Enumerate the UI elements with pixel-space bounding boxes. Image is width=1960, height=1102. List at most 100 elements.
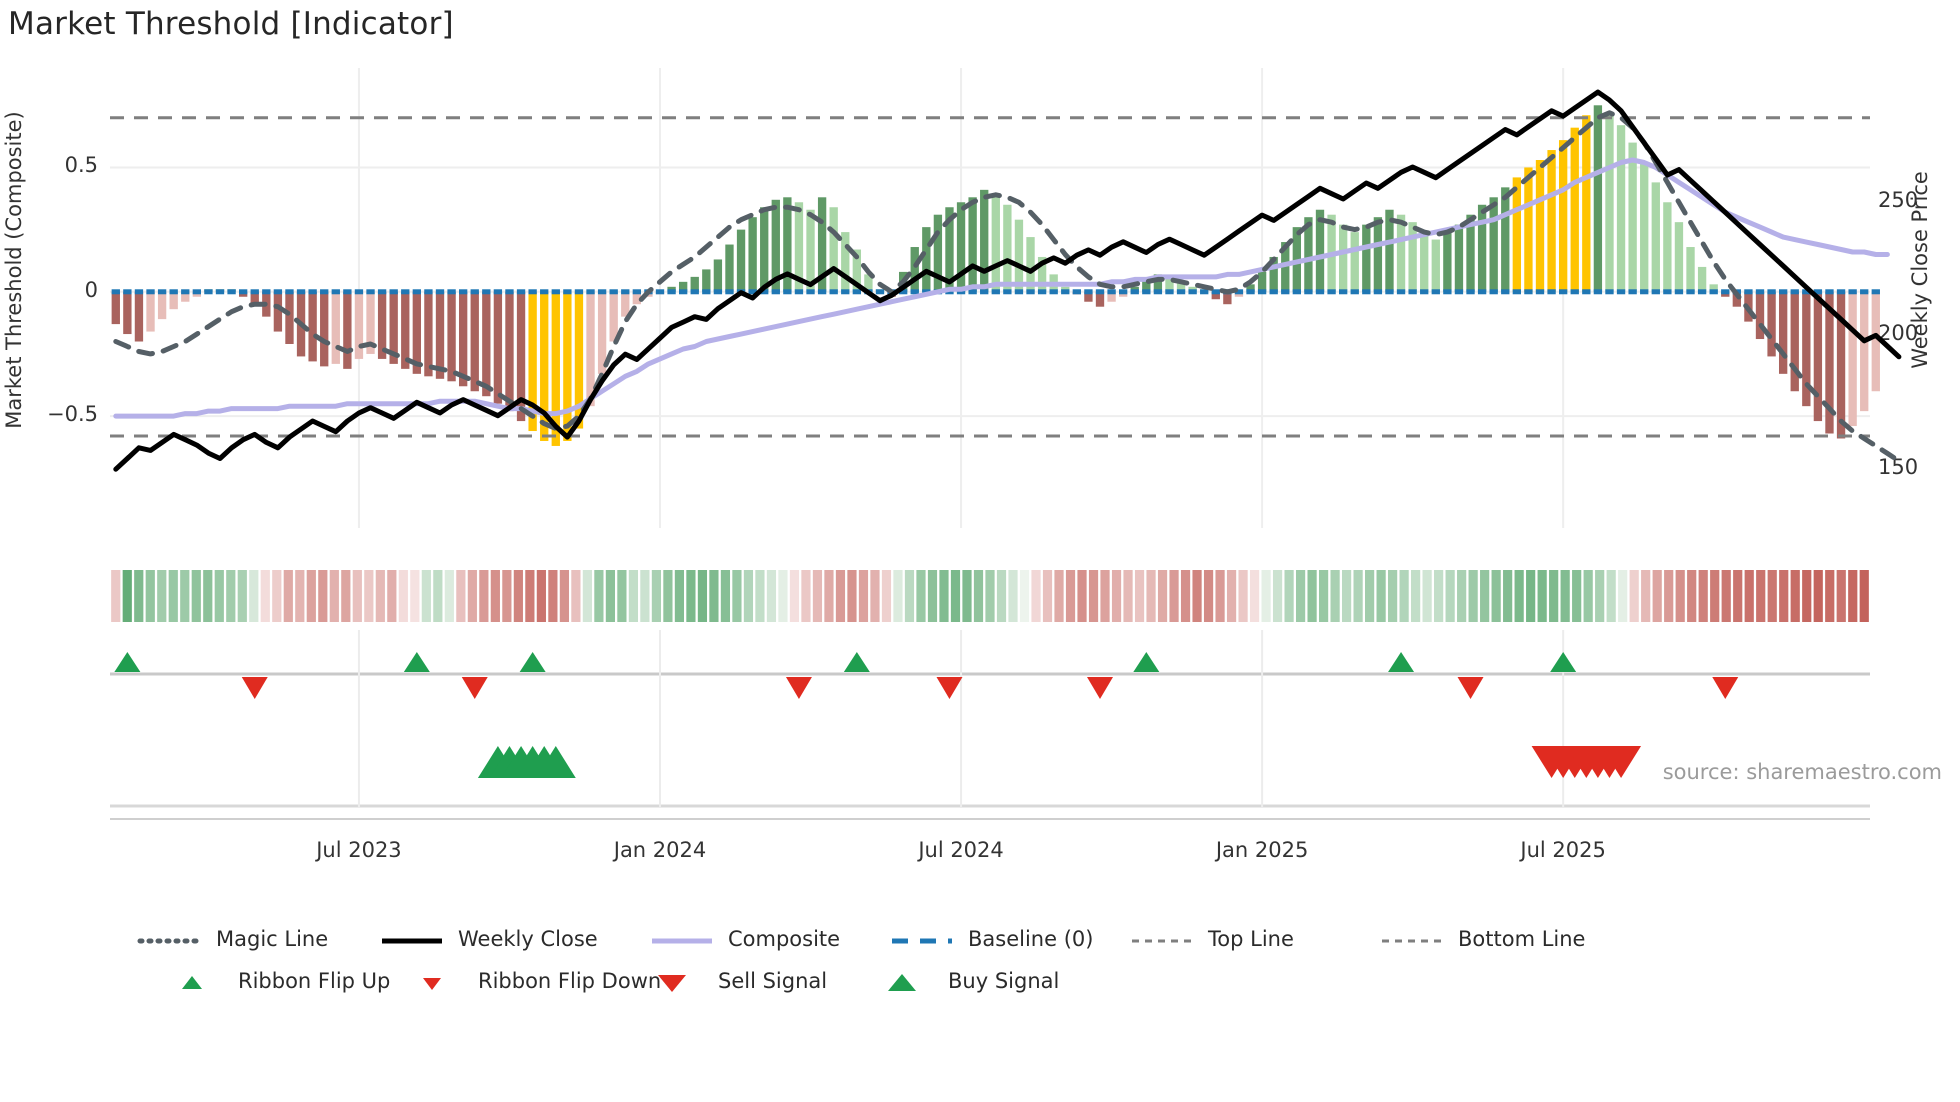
- ribbon-cell: [1526, 570, 1536, 622]
- ribbon-cell: [1134, 570, 1145, 622]
- ribbon-cell: [594, 570, 604, 622]
- legend-item-ribbon-flip-down[interactable]: Ribbon Flip Down: [400, 960, 661, 1002]
- y-axis-left-label: Market Threshold (Composite): [0, 60, 34, 480]
- ribbon-cell: [237, 570, 247, 622]
- ribbon-cell: [1411, 570, 1421, 622]
- histogram-bar: [991, 197, 1000, 292]
- ribbon-cell: [272, 570, 282, 622]
- histogram-bar: [401, 291, 410, 369]
- ribbon-cell: [1146, 570, 1156, 622]
- histogram-bar: [1582, 115, 1591, 292]
- ribbon-cell: [398, 570, 408, 622]
- histogram-bar: [1836, 291, 1846, 439]
- triangle-up-small-icon: [182, 976, 202, 989]
- solid-line-icon: [382, 938, 442, 944]
- ribbon-cell: [686, 570, 696, 622]
- ribbon-cell: [1836, 570, 1846, 622]
- ribbon-cell: [950, 570, 961, 622]
- ribbon-cell: [1123, 570, 1133, 622]
- histogram-bar: [1605, 112, 1614, 292]
- legend-item-weekly-close[interactable]: Weekly Close: [380, 918, 598, 960]
- histogram-bar: [586, 291, 595, 407]
- legend-label: Ribbon Flip Up: [238, 969, 391, 993]
- x-axis-tick: Jul 2025: [1520, 838, 1606, 862]
- x-axis-tick: Jul 2023: [316, 838, 402, 862]
- histogram-bar: [817, 197, 827, 292]
- ribbon-cell: [1077, 570, 1087, 622]
- histogram-bar: [1454, 224, 1464, 292]
- legend-row-lines: Magic Line Weekly Close Composite Baseline …: [110, 918, 1910, 960]
- histogram-bar: [516, 291, 526, 422]
- ribbon-cell: [122, 570, 132, 622]
- ribbon-cell: [203, 570, 213, 622]
- ribbon-cell: [168, 570, 178, 622]
- histogram-bar: [343, 291, 352, 369]
- ribbon-cell: [467, 570, 477, 622]
- histogram-bar: [1338, 224, 1348, 292]
- legend-item-buy-signal[interactable]: Buy Signal: [870, 960, 1059, 1002]
- histogram-bar: [1593, 105, 1603, 292]
- ribbon-cell: [651, 570, 662, 622]
- ribbon-cell: [789, 570, 800, 622]
- histogram-bar: [1825, 291, 1834, 434]
- histogram-bar: [1755, 291, 1765, 340]
- ribbon-cell: [835, 570, 846, 622]
- ribbon-cell: [1434, 570, 1444, 622]
- legend-item-bottom-line[interactable]: Bottom Line: [1380, 918, 1585, 960]
- histogram-bar: [1628, 142, 1637, 292]
- legend-item-magic-line[interactable]: Magic Line: [137, 918, 329, 960]
- legend-label: Ribbon Flip Down: [478, 969, 662, 993]
- legend-key: [380, 929, 444, 949]
- histogram-bar: [771, 199, 780, 292]
- ribbon-cell: [1054, 570, 1064, 622]
- histogram-bar: [1616, 125, 1626, 292]
- ribbon-cell: [1330, 570, 1340, 622]
- legend-item-sell-signal[interactable]: Sell Signal: [640, 960, 827, 1002]
- ribbon-cell: [1100, 570, 1110, 622]
- legend-label: Composite: [728, 927, 841, 951]
- y-axis-right-tick: 150: [1878, 455, 1919, 480]
- histogram-bar: [1084, 291, 1093, 302]
- histogram-bar: [690, 276, 699, 292]
- ribbon-cell: [352, 570, 362, 622]
- ribbon-cell: [1629, 570, 1639, 622]
- ribbon-cell: [881, 570, 892, 622]
- histogram-bar: [1107, 291, 1116, 302]
- ribbon-flip-down-marker: [785, 677, 812, 699]
- ribbon-cell: [1848, 570, 1858, 622]
- ribbon-flip-up-marker: [1550, 652, 1577, 672]
- legend-label: Sell Signal: [718, 969, 828, 993]
- ribbon-cell: [1272, 570, 1283, 622]
- ribbon-cell: [1203, 570, 1214, 622]
- dashed-line-thin-icon: [1132, 939, 1192, 943]
- legend-item-composite[interactable]: Composite: [650, 918, 840, 960]
- legend-label: Magic Line: [216, 927, 329, 951]
- histogram-bar: [1709, 284, 1718, 292]
- legend-key: [160, 971, 224, 991]
- histogram-bar: [308, 291, 317, 362]
- histogram-bar: [678, 281, 688, 292]
- histogram-bar: [841, 232, 850, 292]
- chart-legend: Magic Line Weekly Close Composite Baseline …: [110, 918, 1910, 1002]
- histogram-bar: [1431, 239, 1440, 292]
- histogram-bar: [783, 197, 792, 292]
- ribbon-cell: [1019, 570, 1030, 622]
- histogram-bar: [1477, 204, 1487, 292]
- histogram-bar: [632, 291, 642, 305]
- ribbon-cell: [1111, 570, 1122, 622]
- ribbon-cell: [364, 570, 374, 622]
- histogram-bar: [1408, 222, 1417, 292]
- ribbon-cell: [1733, 570, 1743, 622]
- ribbon-cell: [1318, 570, 1329, 622]
- legend-item-top-line[interactable]: Top Line: [1130, 918, 1294, 960]
- ribbon-cell: [709, 570, 719, 622]
- ribbon-cell: [1226, 570, 1237, 622]
- legend-item-baseline-0[interactable]: Baseline (0): [890, 918, 1093, 960]
- ribbon-cell: [145, 570, 155, 622]
- ribbon-cell: [605, 570, 615, 622]
- ribbon-cell: [1652, 570, 1662, 622]
- ribbon-cell: [1284, 570, 1294, 622]
- dotted-line-icon: [137, 938, 203, 944]
- legend-item-ribbon-flip-up[interactable]: Ribbon Flip Up: [160, 960, 390, 1002]
- ribbon-cell: [870, 570, 880, 622]
